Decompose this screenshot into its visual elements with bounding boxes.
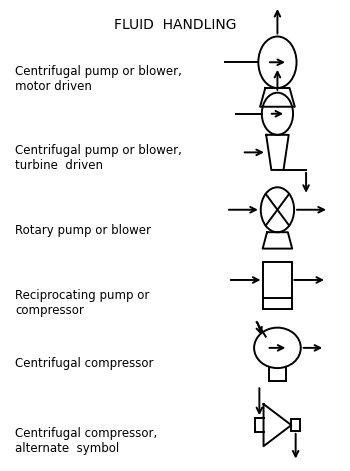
Bar (291, 419, 300, 431)
Text: Centrifugal compressor: Centrifugal compressor (15, 357, 154, 370)
Bar (262, 262, 292, 298)
Text: Reciprocating pump or
compressor: Reciprocating pump or compressor (15, 289, 150, 317)
Text: FLUID  HANDLING: FLUID HANDLING (114, 18, 236, 32)
Text: Centrifugal pump or blower,
motor driven: Centrifugal pump or blower, motor driven (15, 65, 182, 93)
Text: Centrifugal compressor,
alternate  symbol: Centrifugal compressor, alternate symbol (15, 428, 158, 455)
Text: Centrifugal pump or blower,
turbine  driven: Centrifugal pump or blower, turbine driv… (15, 144, 182, 172)
Text: Rotary pump or blower: Rotary pump or blower (15, 224, 151, 237)
